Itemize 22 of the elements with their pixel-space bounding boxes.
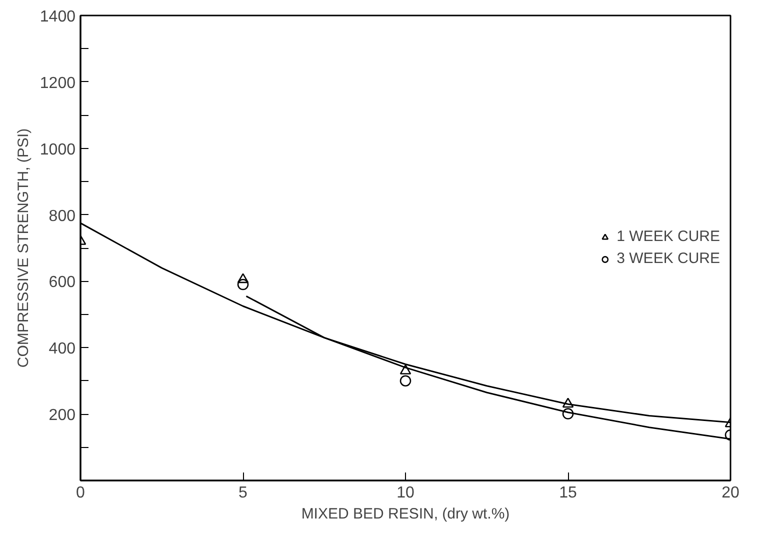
- y-tick-label: 600: [48, 274, 76, 292]
- y-axis-title: COMPRESSIVE STRENGTH, (PSI): [14, 128, 32, 368]
- point: [400, 375, 412, 386]
- y-tick-label: 800: [48, 208, 76, 225]
- y-tick-label: 400: [48, 340, 76, 358]
- point: [237, 273, 249, 284]
- point: [562, 408, 574, 420]
- legend-label: 1 WEEK CURE: [616, 228, 720, 245]
- point: [237, 278, 249, 290]
- y-tick-label: 1400: [40, 8, 76, 26]
- x-axis-title: MIXED BED RESIN, (dry wt.%): [301, 506, 510, 522]
- x-tick-label: 20: [722, 484, 740, 502]
- x-tick-label: 10: [396, 484, 414, 502]
- legend-label: 3 WEEK CURE: [616, 250, 720, 267]
- y-tick-label: 1200: [40, 74, 76, 92]
- x-tick-label: 0: [76, 484, 86, 502]
- x-tick-label: 5: [238, 484, 248, 502]
- point: [400, 364, 412, 374]
- y-tick-label: 1000: [40, 141, 76, 158]
- y-tick-label: 200: [48, 407, 76, 424]
- x-tick-label: 15: [559, 484, 577, 502]
- point: [562, 398, 574, 408]
